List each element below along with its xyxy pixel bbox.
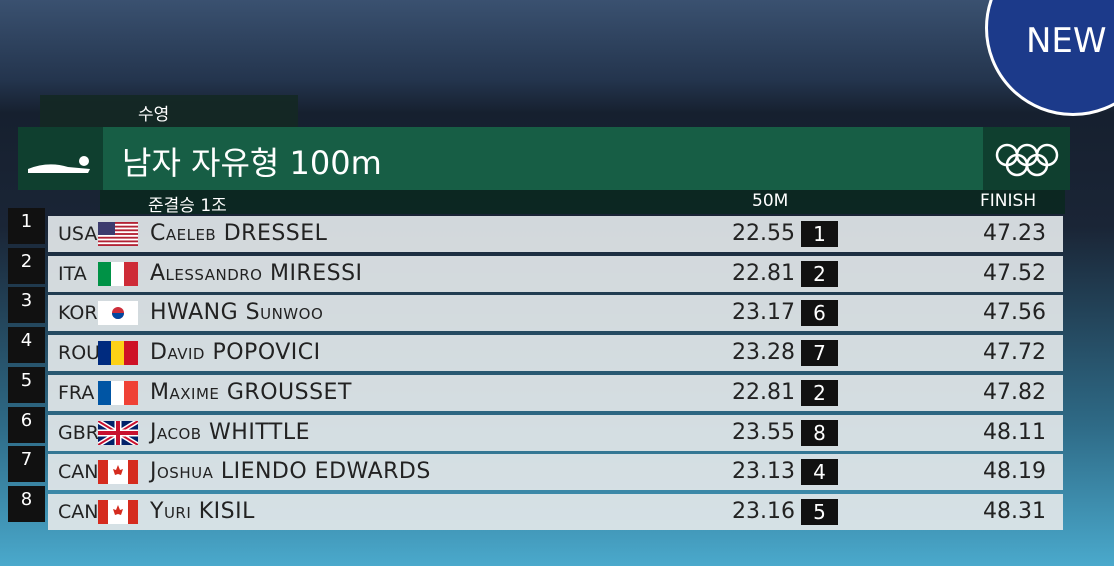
round: 준결승 1조: [148, 196, 227, 216]
rank: 3: [8, 287, 45, 324]
athlete-name: Jacob WHITTLE: [150, 419, 310, 445]
country-code: GBR: [58, 421, 99, 444]
athlete-name: Maxime GROUSSET: [150, 379, 352, 405]
country-code: USA: [58, 223, 98, 245]
split-time: 22.81: [732, 260, 795, 286]
athlete-name: Alessandro MIRESSI: [150, 260, 363, 286]
split-time: 22.55: [732, 221, 795, 246]
title-bar: [18, 127, 1070, 190]
finish-time: 47.23: [983, 221, 1046, 246]
result-row: GBR Jacob WHITTLE 23.55 8 48.11: [48, 414, 1063, 451]
finish-time: 47.82: [983, 379, 1046, 405]
split-rank: 6: [801, 300, 838, 327]
rank: 7: [8, 446, 45, 483]
result-row: CAN Joshua LIENDO EDWARDS 23.13 4 48.19: [48, 454, 1063, 491]
olympic-rings: [983, 127, 1070, 190]
athlete-name: HWANG Sunwoo: [150, 300, 324, 326]
result-row: FRA Maxime GROUSSET 22.81 2 47.82: [48, 374, 1063, 411]
split-rank: 5: [801, 498, 838, 525]
channel-logo: NEW: [985, 0, 1114, 116]
athlete-name: Joshua LIENDO EDWARDS: [150, 459, 431, 485]
split-rank: 7: [801, 340, 838, 367]
finish-time: 48.19: [983, 459, 1046, 485]
rank: 5: [8, 366, 45, 403]
split-header: 50M: [752, 191, 789, 211]
split-rank: 2: [801, 260, 838, 287]
finish-time: 47.72: [983, 340, 1046, 366]
split-time: 23.16: [732, 498, 795, 524]
logo-text: NEW: [1026, 21, 1107, 61]
split-time: 23.13: [732, 459, 795, 485]
rank: 6: [8, 406, 45, 443]
split-time: 23.17: [732, 300, 795, 326]
swim-icon: [18, 127, 103, 190]
country-code: FRA: [58, 381, 95, 404]
column-header: 준결승 1조 50M FINISH: [100, 190, 1065, 216]
flag: [98, 499, 138, 528]
sport-tab: 수영: [40, 95, 298, 127]
flag: [98, 222, 138, 250]
split-time: 22.81: [732, 379, 795, 405]
finish-time: 47.52: [983, 260, 1046, 286]
finish-time: 47.56: [983, 300, 1046, 326]
athlete-name: Yuri KISIL: [150, 498, 255, 524]
country-code: ITA: [58, 262, 87, 285]
split-rank: 8: [801, 419, 838, 446]
event-title: 남자 자유형 100m: [122, 144, 382, 182]
flag: [98, 460, 138, 488]
flag: [98, 261, 138, 290]
country-code: KOR: [58, 302, 98, 325]
split-rank: 4: [801, 459, 838, 486]
athlete-name: Caeleb DRESSEL: [150, 221, 328, 246]
split-time: 23.55: [732, 419, 795, 445]
finish-header: FINISH: [980, 191, 1037, 211]
rank: 8: [8, 485, 45, 522]
flag: [98, 301, 138, 329]
flag: [98, 341, 138, 369]
flag: [96, 418, 140, 449]
rank: 1: [8, 208, 45, 244]
result-row: USA Caeleb DRESSEL 22.55 1 47.23: [48, 216, 1063, 252]
result-row: ROU David POPOVICI 23.28 7 47.72: [48, 335, 1063, 372]
result-row: CAN Yuri KISIL 23.16 5 48.31: [48, 493, 1063, 530]
split-rank: 1: [801, 221, 838, 247]
flag: [98, 380, 138, 409]
result-row: ITA Alessandro MIRESSI 22.81 2 47.52: [48, 255, 1063, 292]
rank: 2: [8, 247, 45, 284]
country-code: CAN: [58, 500, 99, 523]
country-code: CAN: [58, 461, 99, 484]
finish-time: 48.11: [983, 419, 1046, 445]
split-rank: 2: [801, 379, 838, 406]
finish-time: 48.31: [983, 498, 1046, 524]
sport: 수영: [138, 105, 170, 125]
result-row: KOR HWANG Sunwoo 23.17 6 47.56: [48, 295, 1063, 332]
athlete-name: David POPOVICI: [150, 340, 321, 366]
country-code: ROU: [58, 342, 101, 365]
rank: 4: [8, 327, 45, 364]
split-time: 23.28: [732, 340, 795, 366]
